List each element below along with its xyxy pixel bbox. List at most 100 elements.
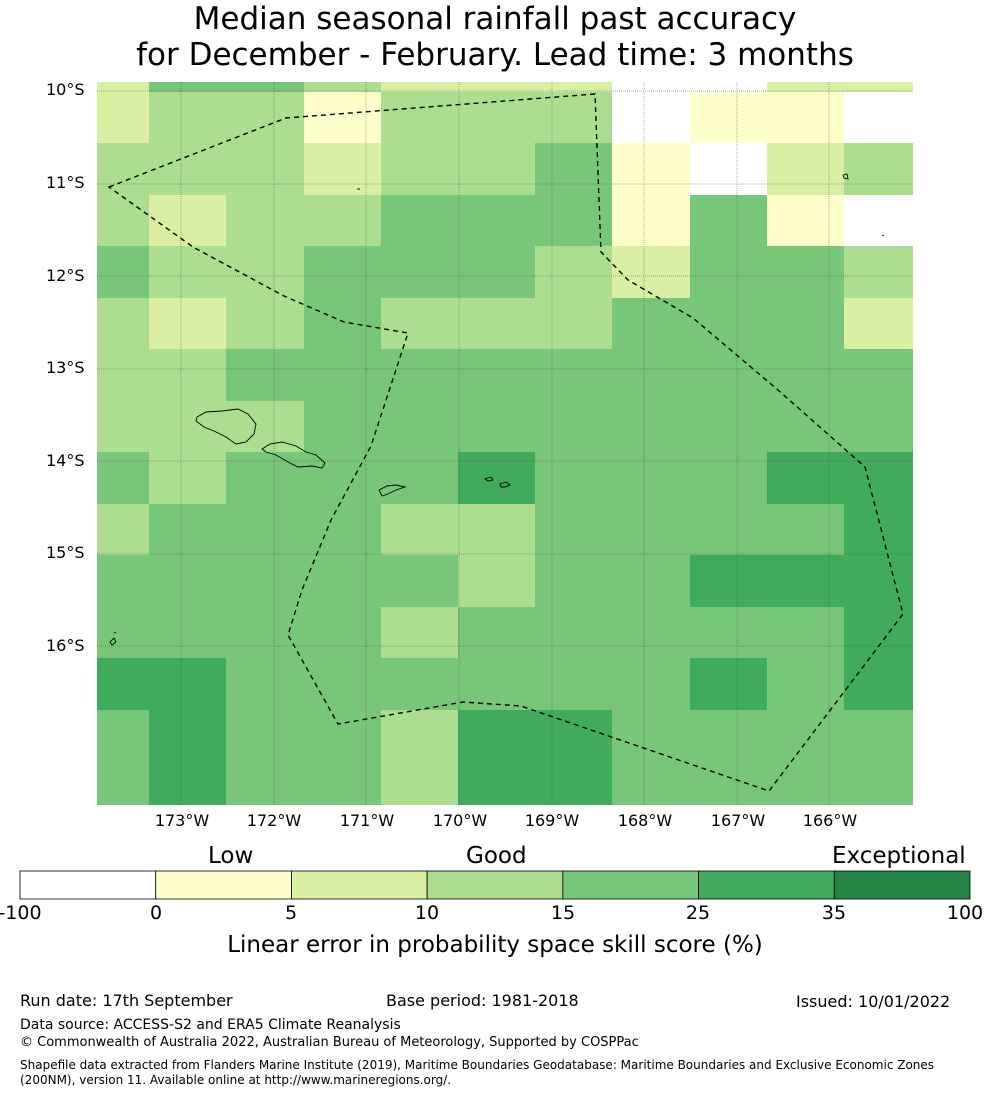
lon-label-170w: 170°W <box>432 811 488 830</box>
colorbar-tick: 0 <box>149 902 163 924</box>
skill-cell <box>97 607 149 658</box>
skill-cell <box>97 246 149 298</box>
skill-cell <box>149 92 226 143</box>
skill-cell <box>149 452 226 504</box>
base-period: Base period: 1981-2018 <box>386 991 579 1010</box>
colorbar-segment <box>19 870 157 900</box>
skill-cell <box>612 710 690 761</box>
eez-boundary <box>107 93 904 792</box>
skill-cell <box>767 401 844 452</box>
skill-cell <box>149 298 226 349</box>
lon-label-172w: 172°W <box>246 811 302 830</box>
skill-cell <box>535 92 612 143</box>
skill-cell <box>767 761 844 805</box>
skill-cell <box>767 504 844 555</box>
skill-cell <box>458 298 535 349</box>
colorbar-segment <box>698 870 835 900</box>
island-ofu <box>483 476 494 482</box>
skill-cell <box>97 504 149 555</box>
skill-cell <box>612 658 690 710</box>
skill-cell <box>97 82 149 92</box>
colorbar <box>19 870 971 900</box>
colorbar-tick: 100 <box>946 902 984 924</box>
skill-cell <box>149 761 226 805</box>
skill-cell <box>226 82 304 92</box>
coastlines <box>109 173 885 646</box>
island-west-south <box>109 637 117 646</box>
skill-cell <box>458 658 535 710</box>
lat-label-15s: 15°S <box>46 543 85 562</box>
skill-cell <box>304 195 381 246</box>
skill-cell <box>535 710 612 761</box>
skill-cell <box>97 298 149 349</box>
skill-cell <box>767 82 844 92</box>
skill-cell <box>767 92 844 143</box>
skill-cell <box>149 710 226 761</box>
skill-cell <box>767 195 844 246</box>
skill-cell <box>535 298 612 349</box>
skill-cell <box>381 401 458 452</box>
skill-cell <box>612 504 690 555</box>
lon-label-166w: 166°W <box>802 811 858 830</box>
skill-cell <box>149 246 226 298</box>
skill-cell <box>304 452 381 504</box>
skill-cell <box>612 92 690 143</box>
skill-cell <box>149 195 226 246</box>
skill-cell <box>97 710 149 761</box>
skill-cell <box>381 82 458 92</box>
skill-cell <box>690 349 767 401</box>
skill-cell <box>149 555 226 607</box>
skill-cell <box>226 452 304 504</box>
colorbar-segment <box>426 870 564 900</box>
lon-label-167w: 167°W <box>710 811 766 830</box>
skill-cell <box>381 246 458 298</box>
island-upolu-savaii <box>195 408 257 445</box>
skill-cell <box>304 92 381 143</box>
skill-cell <box>844 452 913 504</box>
skill-cell <box>97 761 149 805</box>
skill-cell <box>381 298 458 349</box>
shapefile-credit-1: Shapefile data extracted from Flanders M… <box>20 1058 935 1072</box>
skill-cell <box>844 298 913 349</box>
skill-cell <box>767 349 844 401</box>
skill-cell <box>844 92 913 143</box>
skill-cell <box>767 452 844 504</box>
skill-cell <box>612 607 690 658</box>
colorbar-label: Linear error in probability space skill … <box>227 932 763 958</box>
skill-cell <box>304 246 381 298</box>
skill-cell <box>458 82 535 92</box>
skill-cell <box>149 143 226 195</box>
skill-cell <box>844 710 913 761</box>
skill-cell <box>381 607 458 658</box>
skill-cell <box>844 555 913 607</box>
skill-cell <box>226 761 304 805</box>
lat-label-13s: 13°S <box>46 358 85 377</box>
island-tau <box>499 481 511 488</box>
skill-cell <box>97 195 149 246</box>
skill-cell <box>844 504 913 555</box>
skill-cell <box>458 92 535 143</box>
skill-cell <box>535 195 612 246</box>
skill-cell <box>458 143 535 195</box>
colorbar-segment <box>833 870 971 900</box>
skill-cell <box>226 92 304 143</box>
skill-cell <box>612 82 690 92</box>
lat-label-11s: 11°S <box>46 173 85 192</box>
colorbar-tick: 10 <box>414 902 440 924</box>
skill-cell <box>767 143 844 195</box>
map-title-line1: Median seasonal rainfall past accuracy <box>193 1 797 37</box>
skill-cell <box>304 710 381 761</box>
skill-cell <box>458 401 535 452</box>
skill-cell <box>226 246 304 298</box>
skill-cell <box>304 143 381 195</box>
skill-cell <box>149 658 226 710</box>
colorbar-tick: 5 <box>284 902 298 924</box>
skill-cell <box>149 82 226 92</box>
skill-cell <box>226 349 304 401</box>
skill-cell <box>97 401 149 452</box>
skill-cell <box>612 143 690 195</box>
issued-date: Issued: 10/01/2022 <box>796 992 951 1011</box>
skill-cell <box>97 555 149 607</box>
skill-cell <box>458 607 535 658</box>
